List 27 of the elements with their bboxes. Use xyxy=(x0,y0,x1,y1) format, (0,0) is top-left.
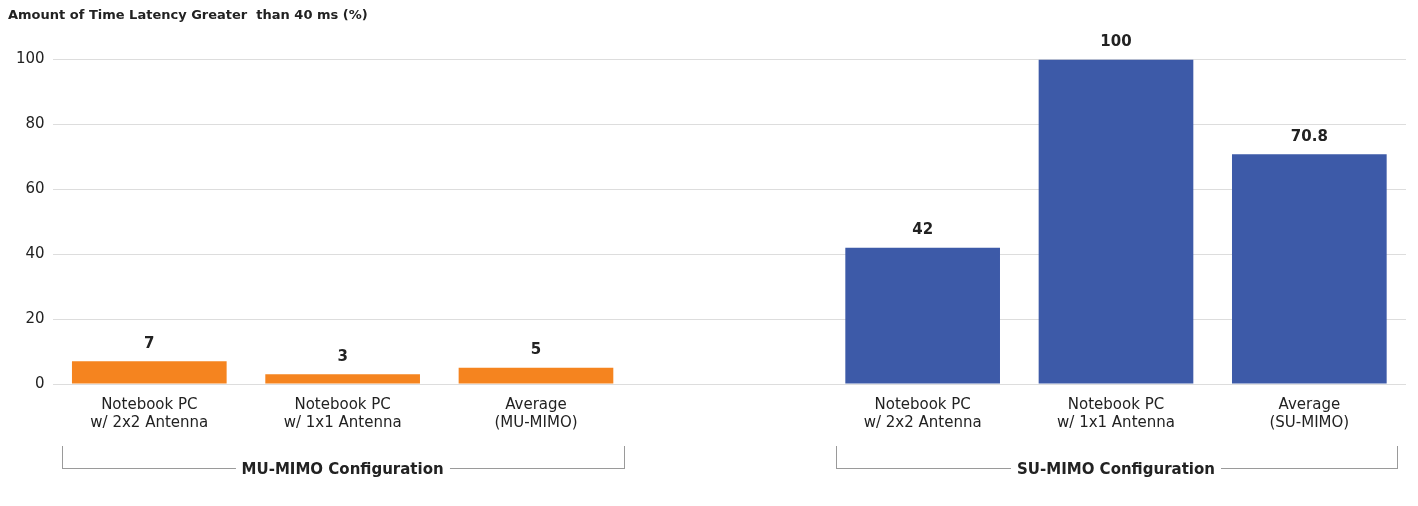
bar xyxy=(1038,59,1194,384)
y-tick-label: 40 xyxy=(25,244,45,263)
bar xyxy=(1231,154,1387,384)
x-tick-label: Notebook PC w/ 1x1 Antenna xyxy=(283,394,402,431)
bar xyxy=(71,361,227,384)
data-label: 70.8 xyxy=(1290,126,1328,145)
y-tick-label: 80 xyxy=(25,114,45,133)
text: MU-MIMO Configuration xyxy=(235,460,450,478)
y-tick-label: 0 xyxy=(35,373,45,392)
x-tick-label: Notebook PC w/ 1x1 Antenna xyxy=(1057,394,1175,431)
chart-title: Amount of Time Latency Greater than 40 ms (%) xyxy=(8,7,368,23)
bar xyxy=(845,247,1000,384)
y-tick-label: 100 xyxy=(15,49,45,68)
text: SU-MIMO Configuration xyxy=(1011,460,1221,478)
x-tick-label: Notebook PC w/ 2x2 Antenna xyxy=(863,394,982,431)
x-tick-label: Notebook PC w/ 2x2 Antenna xyxy=(90,394,209,431)
data-label: 42 xyxy=(912,220,934,239)
x-tick-label: Average (SU-MIMO) xyxy=(1269,394,1350,431)
data-label: 5 xyxy=(530,340,542,359)
data-label: 100 xyxy=(1100,31,1132,50)
bar xyxy=(458,367,614,384)
y-tick-label: 20 xyxy=(25,309,45,328)
bar xyxy=(265,374,420,384)
data-label: 3 xyxy=(337,346,348,365)
x-tick-label: Average (MU-MIMO) xyxy=(494,394,578,431)
data-label: 7 xyxy=(144,333,155,352)
y-tick-label: 60 xyxy=(25,179,45,198)
